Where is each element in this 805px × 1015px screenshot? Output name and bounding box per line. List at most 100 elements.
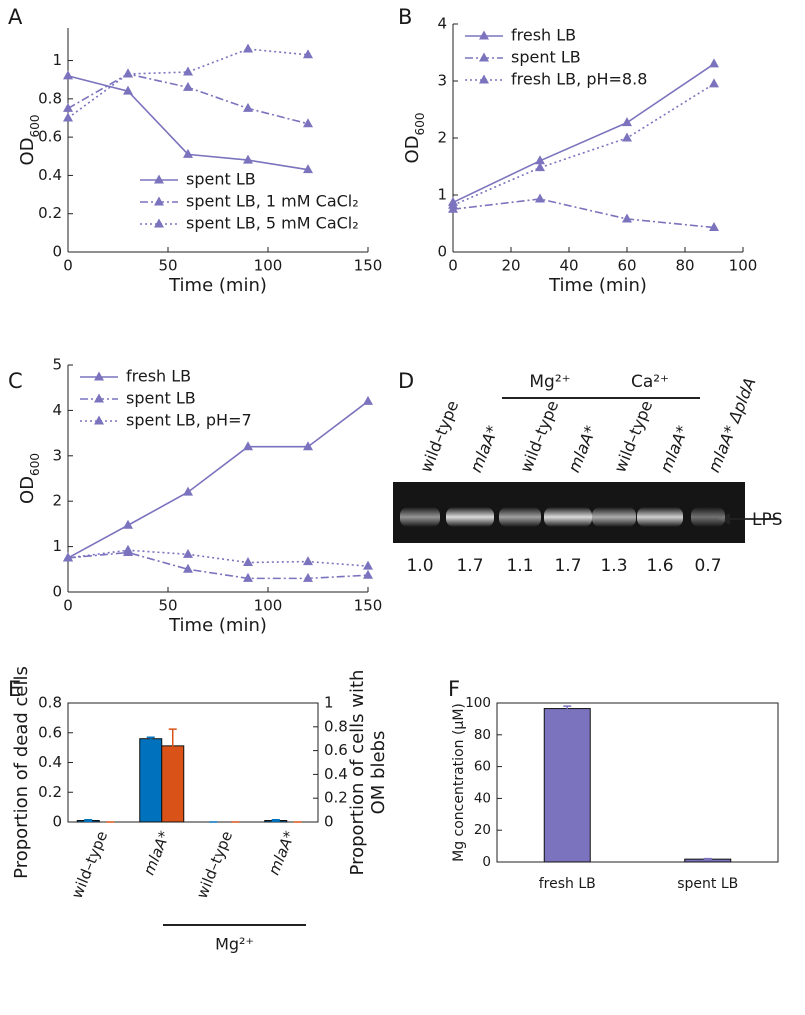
x-tick-label: 0	[448, 257, 458, 275]
x-tick-label: 40	[559, 257, 578, 275]
y-axis-label-main: OD	[17, 137, 38, 165]
panel-label: A	[8, 5, 23, 29]
quantification: 0.7	[694, 556, 721, 576]
x-tick-label: 20	[501, 257, 520, 275]
y-tick-label: 5	[52, 356, 62, 374]
y-tick-label: 0.6	[38, 128, 62, 146]
legend-marker	[94, 415, 104, 425]
data-marker	[709, 78, 719, 88]
lane-label: mlaA*	[564, 423, 600, 475]
data-marker	[303, 441, 313, 451]
quantification: 1.7	[456, 556, 483, 576]
y-tick-label: 60	[474, 759, 491, 775]
legend-label: spent LB, pH=7	[126, 411, 252, 430]
data-line	[452, 83, 715, 206]
x-tick-label: wild–type	[68, 828, 111, 901]
x-tick-label: 100	[729, 257, 758, 275]
panel-label: D	[398, 369, 414, 393]
y-tick-label: 1	[52, 537, 62, 555]
y-tick-label: 0	[52, 813, 62, 831]
y-tick-label: 20	[474, 822, 491, 838]
data-marker	[709, 221, 719, 231]
legend-marker	[479, 74, 489, 84]
x-tick-label: 0	[63, 257, 73, 275]
data-line	[452, 63, 715, 204]
data-marker	[535, 162, 545, 172]
bar	[139, 738, 163, 823]
y-tick-label: 4	[437, 15, 447, 33]
y-tick-label: 0.8	[38, 89, 62, 107]
y-axis-label-main: OD	[17, 476, 38, 504]
y2-tick-label: 0.8	[324, 717, 348, 735]
y-tick-label: 0.4	[38, 753, 62, 771]
data-marker	[63, 112, 73, 122]
y-axis-label-sub: 600	[413, 113, 427, 136]
data-marker	[303, 118, 313, 128]
y-tick-label: 2	[52, 492, 62, 510]
legend-label: fresh LB	[511, 26, 576, 45]
gel-band	[691, 507, 725, 527]
data-line	[67, 73, 309, 125]
data-marker	[363, 560, 373, 570]
bar	[543, 708, 591, 863]
gel-band	[592, 507, 636, 527]
panel-label: E	[8, 677, 21, 701]
legend-marker	[94, 393, 104, 403]
legend-marker	[154, 218, 164, 228]
y-tick-label: 0.4	[38, 166, 62, 184]
data-marker	[303, 49, 313, 59]
data-marker	[123, 85, 133, 95]
error-bar	[703, 857, 712, 861]
axes-box	[67, 702, 319, 823]
lane-label: mlaA*	[656, 423, 692, 475]
panel-label: F	[448, 677, 460, 701]
data-marker	[183, 66, 193, 76]
error-bar	[146, 736, 155, 741]
error-bar	[563, 705, 572, 712]
data-marker	[622, 213, 632, 223]
axes-box	[496, 702, 779, 863]
y2-tick-label: 0.2	[324, 789, 348, 807]
gel-band	[637, 507, 683, 527]
legend-marker	[479, 52, 489, 62]
data-line	[67, 551, 369, 580]
data-marker	[622, 117, 632, 127]
y-axis-label: Mg concentration (µM)	[451, 703, 467, 862]
legend-label: spent LB	[126, 389, 196, 408]
data-line	[452, 198, 715, 229]
gel-band	[499, 507, 541, 527]
y-tick-label: 0	[437, 243, 447, 261]
error-bar	[271, 819, 280, 823]
data-marker	[123, 68, 133, 78]
data-marker	[243, 572, 253, 582]
data-marker	[363, 569, 373, 579]
y-tick-label: 0	[482, 854, 491, 870]
x-axis-label: Time (min)	[168, 615, 267, 636]
y2-axis-label: OM blebs	[368, 731, 389, 815]
gel-band	[544, 507, 592, 527]
y-tick-label: 3	[52, 446, 62, 464]
lane-label: wild–type	[610, 398, 656, 475]
y-tick-label: 0	[52, 583, 62, 601]
y2-tick-label: 1	[324, 694, 334, 712]
y-tick-label: 3	[437, 72, 447, 90]
legend-marker	[154, 174, 164, 184]
legend-label: fresh LB	[126, 367, 191, 386]
y-axis-label-main: OD	[402, 135, 423, 163]
data-marker	[63, 70, 73, 80]
legend-label: spent LB	[511, 48, 581, 67]
y-axis-label-sub: 600	[28, 453, 42, 476]
error-bar	[168, 728, 177, 764]
y-tick-label: 80	[474, 727, 491, 743]
quantification: 1.3	[600, 556, 627, 576]
y-tick-label: 0.6	[38, 723, 62, 741]
gel-band	[400, 507, 440, 527]
error-bar	[84, 819, 93, 823]
quantification: 1.1	[506, 556, 533, 576]
data-marker	[303, 556, 313, 566]
x-tick-label: 150	[354, 597, 383, 615]
data-marker	[622, 132, 632, 142]
data-marker	[243, 154, 253, 164]
